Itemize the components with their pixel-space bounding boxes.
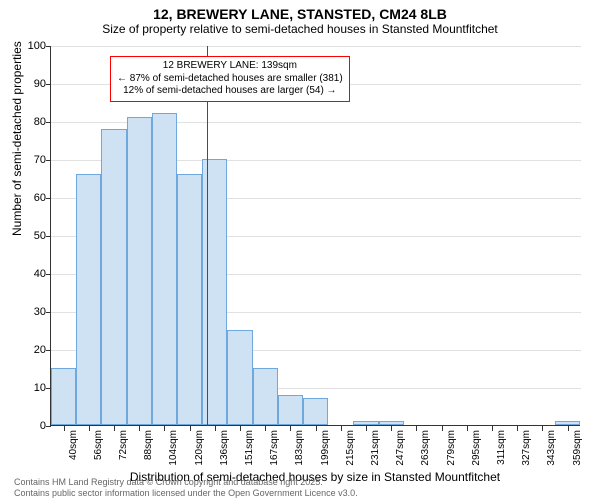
xtick-mark [366, 426, 367, 431]
xtick-mark [64, 426, 65, 431]
ytick-mark [46, 274, 51, 275]
ytick-label: 90 [16, 78, 46, 90]
footer-line2: Contains public sector information licen… [14, 488, 358, 498]
histogram-bar [202, 159, 227, 425]
ytick-mark [46, 350, 51, 351]
histogram-bar [353, 421, 378, 425]
ytick-label: 80 [16, 116, 46, 128]
histogram-bar [278, 395, 303, 425]
ytick-label: 100 [16, 40, 46, 52]
gridline [51, 46, 581, 47]
xtick-label: 88sqm [143, 430, 154, 460]
plot-region: 010203040506070809010040sqm56sqm72sqm88s… [50, 46, 580, 426]
xtick-label: 56sqm [93, 430, 104, 460]
ytick-mark [46, 122, 51, 123]
xtick-label: 199sqm [320, 430, 331, 466]
ytick-mark [46, 160, 51, 161]
histogram-bar [76, 174, 101, 425]
xtick-mark [139, 426, 140, 431]
histogram-bar [227, 330, 252, 425]
xtick-label: 263sqm [420, 430, 431, 466]
ytick-label: 50 [16, 230, 46, 242]
ytick-label: 0 [16, 420, 46, 432]
xtick-mark [517, 426, 518, 431]
ytick-mark [46, 46, 51, 47]
ytick-mark [46, 426, 51, 427]
xtick-label: 359sqm [572, 430, 583, 466]
xtick-mark [341, 426, 342, 431]
xtick-mark [190, 426, 191, 431]
xtick-label: 215sqm [345, 430, 356, 466]
xtick-label: 72sqm [118, 430, 129, 460]
histogram-bar [555, 421, 580, 425]
annotation-line1: 12 BREWERY LANE: 139sqm [117, 60, 343, 73]
ytick-label: 40 [16, 268, 46, 280]
xtick-mark [215, 426, 216, 431]
xtick-mark [316, 426, 317, 431]
chart-title: 12, BREWERY LANE, STANSTED, CM24 8LB [0, 0, 600, 22]
ytick-label: 10 [16, 382, 46, 394]
ytick-mark [46, 84, 51, 85]
xtick-mark [114, 426, 115, 431]
histogram-bar [253, 368, 278, 425]
histogram-bar [51, 368, 76, 425]
ytick-mark [46, 312, 51, 313]
ytick-mark [46, 198, 51, 199]
xtick-label: 183sqm [294, 430, 305, 466]
xtick-label: 151sqm [244, 430, 255, 466]
annotation-line3: 12% of semi-detached houses are larger (… [117, 85, 343, 98]
xtick-mark [391, 426, 392, 431]
ytick-label: 30 [16, 306, 46, 318]
histogram-bar [303, 398, 328, 425]
chart-subtitle: Size of property relative to semi-detach… [0, 22, 600, 40]
xtick-mark [265, 426, 266, 431]
xtick-label: 311sqm [496, 430, 507, 465]
xtick-mark [164, 426, 165, 431]
xtick-label: 104sqm [168, 430, 179, 466]
xtick-mark [240, 426, 241, 431]
xtick-mark [568, 426, 569, 431]
marker-line [207, 46, 208, 426]
ytick-label: 70 [16, 154, 46, 166]
xtick-mark [492, 426, 493, 431]
xtick-mark [542, 426, 543, 431]
xtick-label: 167sqm [269, 430, 280, 466]
xtick-label: 40sqm [68, 430, 79, 460]
ytick-label: 60 [16, 192, 46, 204]
histogram-bar [379, 421, 404, 425]
xtick-mark [416, 426, 417, 431]
xtick-label: 136sqm [219, 430, 230, 466]
ytick-label: 20 [16, 344, 46, 356]
chart-area: 010203040506070809010040sqm56sqm72sqm88s… [50, 46, 580, 426]
xtick-mark [290, 426, 291, 431]
xtick-label: 231sqm [370, 430, 381, 466]
xtick-mark [89, 426, 90, 431]
histogram-bar [101, 129, 126, 425]
y-axis-label: Number of semi-detached properties [10, 41, 24, 236]
xtick-label: 247sqm [395, 430, 406, 466]
xtick-mark [442, 426, 443, 431]
footer-attribution: Contains HM Land Registry data © Crown c… [14, 477, 358, 498]
annotation-line2: ← 87% of semi-detached houses are smalle… [117, 73, 343, 86]
xtick-mark [467, 426, 468, 431]
xtick-label: 327sqm [521, 430, 532, 466]
ytick-mark [46, 236, 51, 237]
xtick-label: 279sqm [446, 430, 457, 466]
histogram-bar [177, 174, 202, 425]
xtick-label: 120sqm [194, 430, 205, 466]
xtick-label: 295sqm [471, 430, 482, 466]
histogram-bar [127, 117, 152, 425]
histogram-bar [152, 113, 177, 425]
xtick-label: 343sqm [546, 430, 557, 466]
footer-line1: Contains HM Land Registry data © Crown c… [14, 477, 358, 487]
annotation-box: 12 BREWERY LANE: 139sqm ← 87% of semi-de… [110, 56, 350, 102]
